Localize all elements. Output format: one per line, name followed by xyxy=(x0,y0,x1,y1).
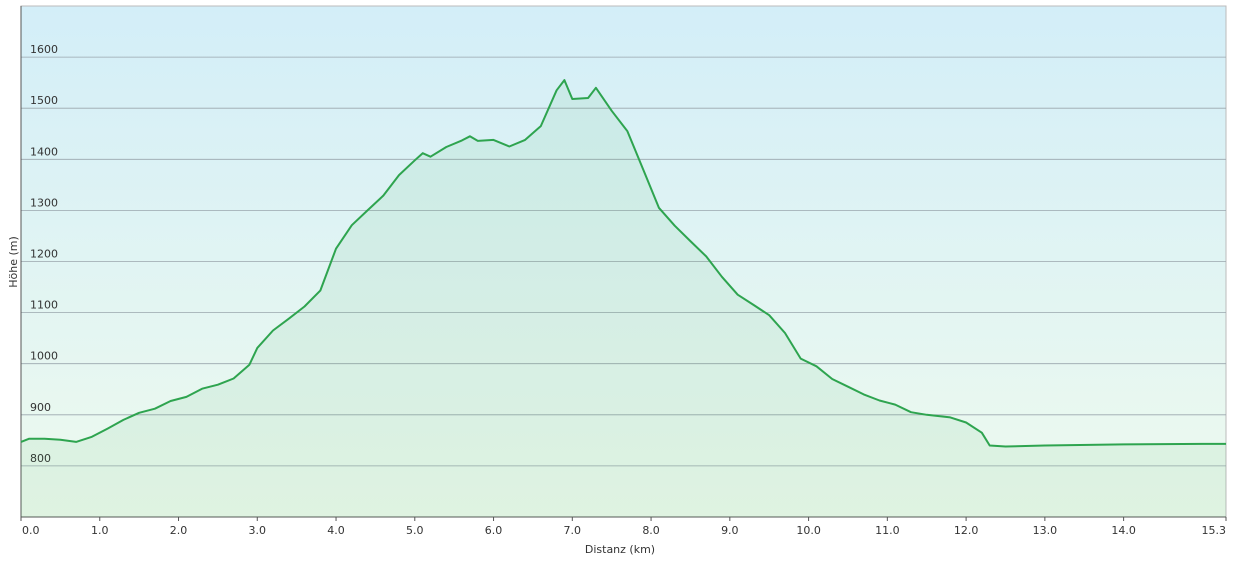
x-tick-label: 11.0 xyxy=(875,524,900,537)
x-tick-label: 14.0 xyxy=(1111,524,1136,537)
x-tick-label: 13.0 xyxy=(1033,524,1058,537)
x-tick-label: 10.0 xyxy=(796,524,821,537)
y-tick-label: 1000 xyxy=(30,350,58,363)
y-tick-label: 1100 xyxy=(30,299,58,312)
elevation-line xyxy=(20,79,1226,448)
y-tick-label: 1200 xyxy=(30,248,58,261)
area-fill xyxy=(21,80,1226,517)
x-tick-label: 6.0 xyxy=(485,524,503,537)
x-tick-label: 15.3 xyxy=(1202,524,1227,537)
x-tick-label: 12.0 xyxy=(954,524,979,537)
x-tick-label: 7.0 xyxy=(564,524,582,537)
x-tick-label: 2.0 xyxy=(170,524,188,537)
x-tick-label: 9.0 xyxy=(721,524,739,537)
y-tick-label: 1300 xyxy=(30,196,58,209)
x-tick-label: 8.0 xyxy=(642,524,660,537)
x-tick-label: 1.0 xyxy=(91,524,109,537)
x-tick-label: 5.0 xyxy=(406,524,424,537)
y-tick-label: 800 xyxy=(30,452,51,465)
y-tick-label: 1600 xyxy=(30,43,58,56)
x-tick-label: 0.0 xyxy=(22,524,40,537)
y-axis-label: Höhe (m) xyxy=(7,236,20,288)
x-tick-label: 4.0 xyxy=(327,524,345,537)
y-tick-label: 1400 xyxy=(30,145,58,158)
x-axis-label: Distanz (km) xyxy=(585,543,655,556)
y-tick-label: 1500 xyxy=(30,94,58,107)
y-tick-label: 900 xyxy=(30,401,51,414)
x-tick-label: 3.0 xyxy=(249,524,267,537)
